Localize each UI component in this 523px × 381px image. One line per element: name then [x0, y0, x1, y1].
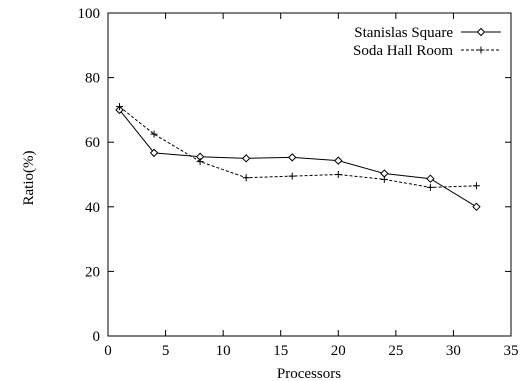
- data-point: [116, 103, 124, 111]
- data-point: [288, 172, 296, 180]
- legend-label-soda-hall-room: Soda Hall Room: [353, 43, 453, 59]
- data-point: [241, 154, 251, 163]
- data-point: [334, 171, 342, 178]
- plot-frame: [107, 12, 512, 337]
- series-line-stanislas-square: [119, 109, 477, 208]
- legend-label-stanislas-square: Stanislas Square: [354, 25, 453, 41]
- x-tick-label: 10: [216, 343, 231, 359]
- data-point: [472, 182, 480, 190]
- y-tick-label: 20: [85, 264, 100, 280]
- data-point: [150, 130, 158, 138]
- series-stanislas-square: [115, 105, 481, 212]
- data-point: [426, 174, 435, 183]
- legend: Stanislas Square Soda Hall Room: [353, 25, 501, 59]
- data-point: [380, 175, 388, 183]
- data-point: [242, 174, 250, 182]
- y-tick-label: 40: [85, 200, 100, 216]
- data-point: [288, 153, 297, 162]
- data-point: [426, 183, 434, 191]
- x-tick-label: 30: [446, 343, 461, 359]
- legend-marker-stanislas-square: [476, 27, 486, 37]
- y-tick-label: 60: [85, 135, 100, 151]
- axis-ticks: [108, 13, 511, 336]
- x-tick-label: 15: [273, 343, 288, 359]
- y-tick-label: 0: [93, 329, 101, 345]
- data-point: [334, 156, 343, 165]
- x-tick-label: 0: [104, 343, 112, 359]
- series-layer: [115, 103, 481, 212]
- y-tick-label: 100: [78, 6, 101, 22]
- x-tick-label: 20: [331, 343, 346, 359]
- x-tick-label: 25: [388, 343, 403, 359]
- tick-labels: 0 5 10 15 20 25 30 35 0 20 40 60 80 100: [78, 6, 519, 359]
- data-point: [472, 202, 481, 212]
- y-tick-label: 80: [85, 71, 100, 87]
- x-tick-label: 35: [504, 343, 519, 359]
- legend-marker-soda-hall-room: [477, 46, 485, 54]
- y-axis-title: Ratio(%): [21, 151, 37, 206]
- x-axis-title: Processors: [277, 366, 341, 381]
- data-point: [149, 148, 159, 158]
- x-tick-label: 5: [162, 343, 170, 359]
- data-point: [196, 158, 204, 166]
- series-line-soda-hall-room: [119, 106, 477, 188]
- series-soda-hall-room: [116, 103, 480, 191]
